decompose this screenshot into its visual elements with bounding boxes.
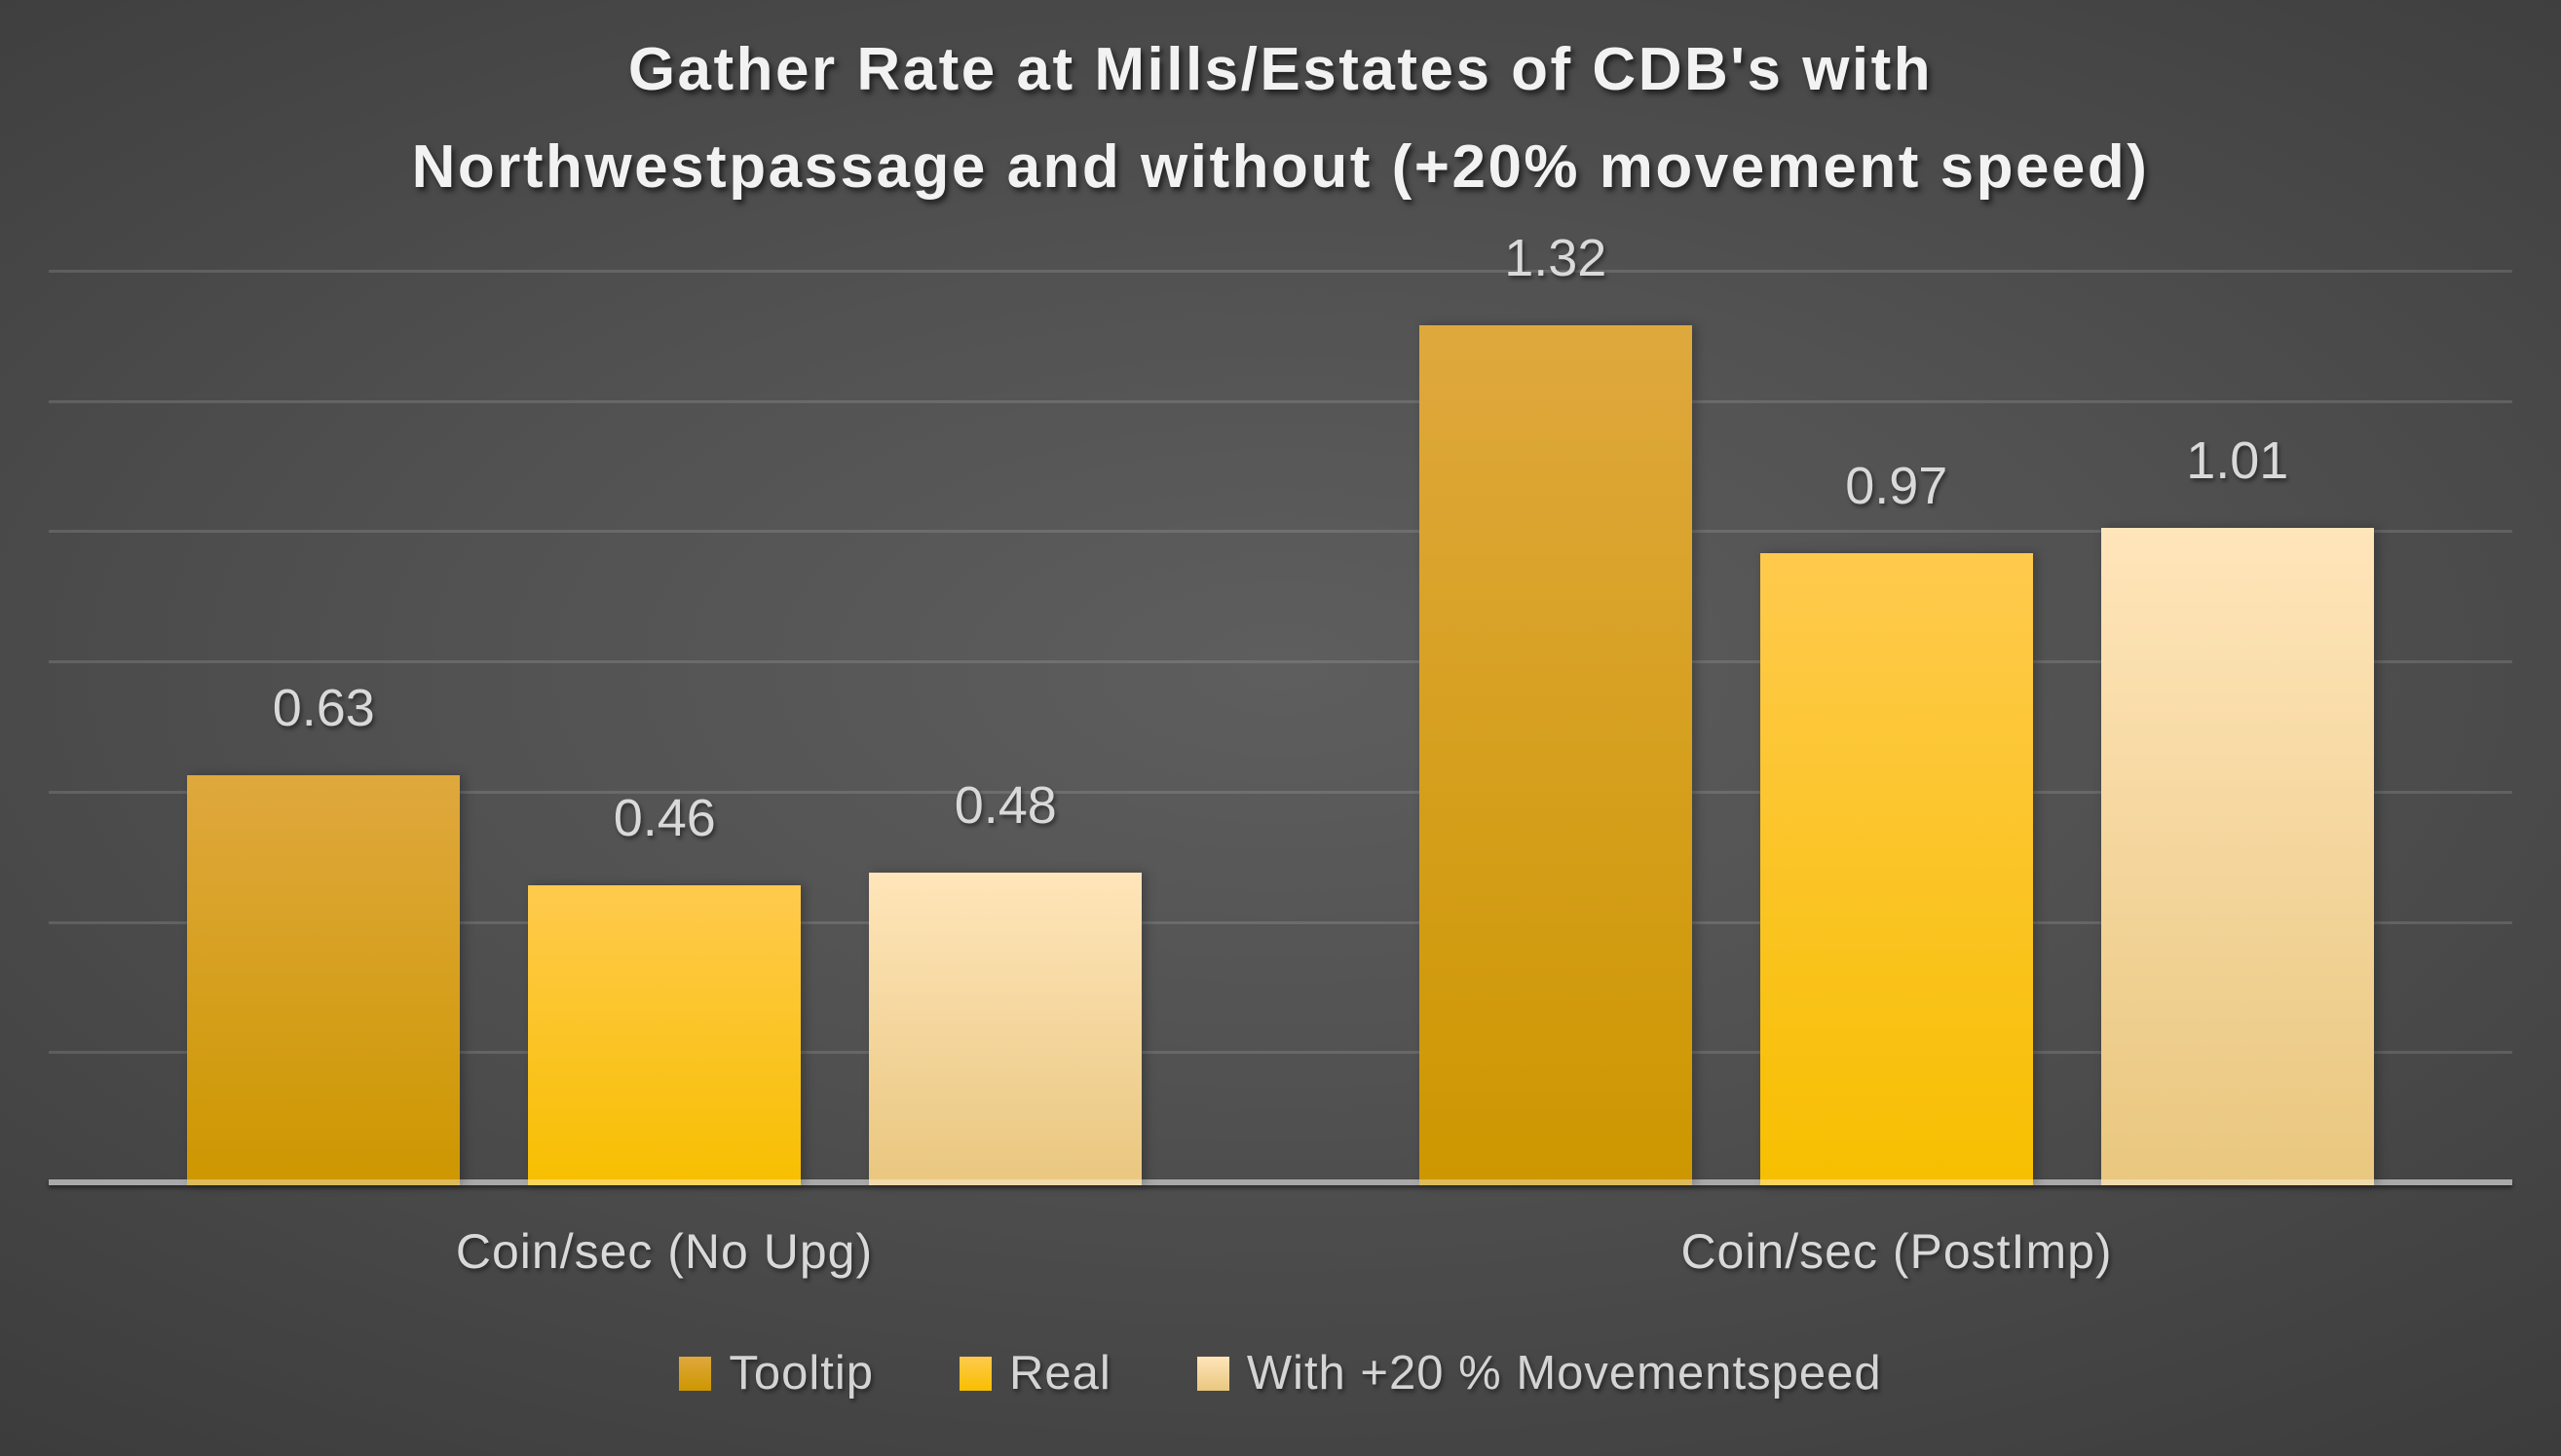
gridline: [49, 1051, 2512, 1055]
data-label: 0.63: [272, 678, 375, 737]
legend-label-tooltip: Tooltip: [729, 1347, 875, 1400]
bar-real-0: [528, 885, 802, 1185]
data-label: 0.48: [954, 776, 1057, 836]
legend-label-real: Real: [1009, 1347, 1111, 1400]
bar-with-20-movementspeed-1: [2100, 527, 2374, 1186]
data-label: 0.97: [1845, 457, 1948, 516]
legend-label-movementspeed: With +20 % Movementspeed: [1246, 1347, 1882, 1400]
gridline: [49, 270, 2512, 273]
legend: Tooltip Real With +20 % Movementspeed: [0, 1346, 2561, 1400]
category-label-postimp: Coin/sec (PostImp): [1680, 1224, 2113, 1279]
gridline: [49, 920, 2512, 924]
gridline: [49, 399, 2512, 403]
bar-with-20-movementspeed-0: [869, 873, 1143, 1185]
x-axis-line: [49, 1179, 2512, 1185]
bar-tooltip-0: [187, 774, 461, 1186]
chart-title: Gather Rate at Mills/Estates of CDB's wi…: [0, 21, 2561, 216]
data-label: 0.46: [613, 789, 716, 848]
chart-title-line-2: Northwestpassage and without (+20% movem…: [411, 133, 2150, 201]
data-label: 1.01: [2186, 430, 2289, 490]
legend-item-real: Real: [960, 1346, 1111, 1400]
legend-swatch-tooltip-icon: [679, 1356, 712, 1391]
bar-tooltip-1: [1418, 325, 1692, 1185]
legend-item-tooltip: Tooltip: [679, 1346, 874, 1400]
legend-swatch-movementspeed-icon: [1196, 1356, 1229, 1391]
bar-real-1: [1759, 553, 2033, 1185]
legend-swatch-real-icon: [960, 1356, 993, 1391]
legend-item-movementspeed: With +20 % Movementspeed: [1196, 1346, 1882, 1400]
category-label-no-upg: Coin/sec (No Upg): [455, 1224, 874, 1279]
gridline: [49, 660, 2512, 664]
chart-title-line-1: Gather Rate at Mills/Estates of CDB's wi…: [627, 36, 1934, 103]
data-label: 1.32: [1504, 229, 1607, 288]
gridline: [49, 530, 2512, 534]
gridline: [49, 790, 2512, 794]
